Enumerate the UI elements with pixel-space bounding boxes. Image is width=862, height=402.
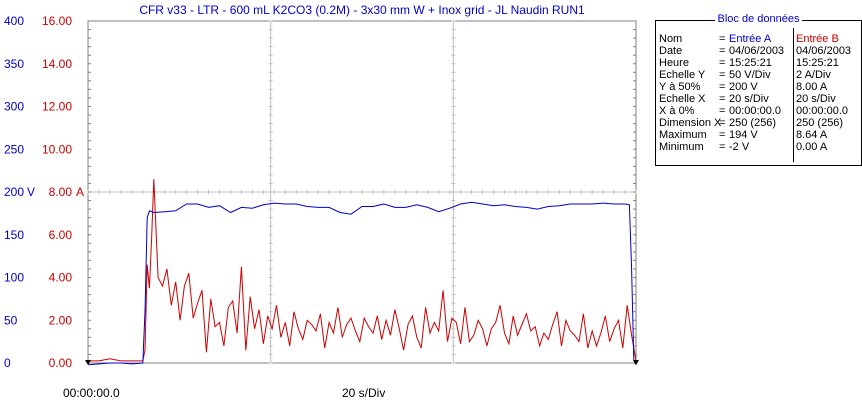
y-left-tick-label: 350 [4,57,24,71]
row-name: Minimum [659,141,704,153]
data-block-row: Minimum = -2 V 0.00 A [656,141,861,153]
row-value-a: 15:25:21 [729,57,772,69]
y-left-tick-label: 50 [4,313,18,327]
data-block-row: Echelle Y = 50 V/Div 2 A/Div [656,69,861,81]
row-separator: = [719,69,726,81]
x-div-label: 20 s/Div [342,386,386,400]
row-name: Dimension X [659,117,722,129]
row-name: Echelle X [659,93,706,105]
y-left-tick-label: 400 [4,14,24,28]
row-value-b: 15:25:21 [796,57,839,69]
row-name: Heure [659,57,689,69]
row-name: Nom [659,33,683,45]
grid-lines [87,20,637,364]
row-value-a: 20 s/Div [729,93,769,105]
end-marker-icon [633,360,639,365]
row-separator: = [719,33,726,45]
y-right-tick-label: 10.00 [42,142,72,156]
y-left-tick-label: 200 [4,185,24,199]
row-separator: = [719,129,726,141]
unit-label-current: A [76,185,84,199]
y-axis-left: 0 50 100 150 200 250 300 350 400 V [4,14,35,370]
start-marker-icon [85,360,91,365]
row-value-a: 200 V [729,81,758,93]
data-block-row: Nom = Entrée A Entrée B [656,33,861,45]
data-block-row: Y à 50% = 200 V 8.00 A [656,81,861,93]
y-axis-right: 0.00 2.00 4.00 6.00 8.00 10.00 12.00 14.00 16.00… [42,14,84,370]
y-left-tick-label: 300 [4,100,24,114]
row-value-b: 250 (256) [796,117,844,129]
y-right-tick-label: 2.00 [49,313,73,327]
y-left-tick-label: 150 [4,228,24,242]
unit-label-voltage: V [27,185,35,199]
y-right-tick-label: 0.00 [49,356,73,370]
y-right-tick-label: 8.00 [49,185,73,199]
row-value-b: 0.00 A [796,141,828,153]
row-name: Maximum [659,129,707,141]
row-name: Echelle Y [659,69,706,81]
x-start-label: 00:00:00.0 [63,386,120,400]
row-separator: = [719,57,726,69]
data-block-panel: Bloc de données Nom = Entrée A Entrée B Date… [655,13,862,166]
row-value-b: 04/06/2003 [796,45,852,57]
series-line-current [88,179,637,362]
y-right-tick-label: 4.00 [49,271,73,285]
data-block-row: X à 0% = 00:00:00.0 00:00:00.0 [656,105,861,117]
row-value-b: Entrée B [796,33,839,45]
y-left-tick-label: 0 [4,356,11,370]
row-value-b: 2 A/Div [796,69,831,81]
row-value-a: 194 V [729,129,758,141]
row-name: X à 0% [659,105,695,117]
data-block-row: Echelle X = 20 s/Div 20 s/Div [656,93,861,105]
row-separator: = [719,117,726,129]
row-value-a: Entrée A [729,33,772,45]
row-name: Date [659,45,683,57]
y-left-tick-label: 250 [4,142,24,156]
data-block-row: Date = 04/06/2003 04/06/2003 [656,45,861,57]
data-block-row: Dimension X = 250 (256) 250 (256) [656,117,861,129]
row-separator: = [719,45,726,57]
data-block-divider [793,28,794,162]
row-value-b: 8.00 A [796,81,828,93]
row-separator: = [719,105,726,117]
row-name: Y à 50% [659,81,701,93]
markers-group [85,360,639,365]
row-separator: = [719,81,726,93]
row-value-a: 04/06/2003 [729,45,785,57]
row-value-b: 00:00:00.0 [796,105,848,117]
row-value-b: 20 s/Div [796,93,836,105]
y-left-tick-label: 100 [4,271,24,285]
data-block-row: Heure = 15:25:21 15:25:21 [656,57,861,69]
row-value-a: 50 V/Div [729,69,771,81]
y-right-tick-label: 12.00 [42,100,72,114]
row-value-b: 8.64 A [796,129,828,141]
y-right-tick-label: 6.00 [49,228,73,242]
y-right-tick-label: 14.00 [42,57,72,71]
row-separator: = [719,141,726,153]
row-value-a: 00:00:00.0 [729,105,781,117]
series-line-voltage [87,201,637,366]
data-block-title: Bloc de données [656,13,861,25]
chart-title: CFR v33 - LTR - 600 mL K2CO3 (0.2M) - 3x… [139,3,585,17]
row-separator: = [719,93,726,105]
row-value-a: 250 (256) [729,117,777,129]
series-group [87,179,637,366]
row-value-a: -2 V [729,141,750,153]
data-block-row: Maximum = 194 V 8.64 A [656,129,861,141]
y-right-tick-label: 16.00 [42,14,72,28]
